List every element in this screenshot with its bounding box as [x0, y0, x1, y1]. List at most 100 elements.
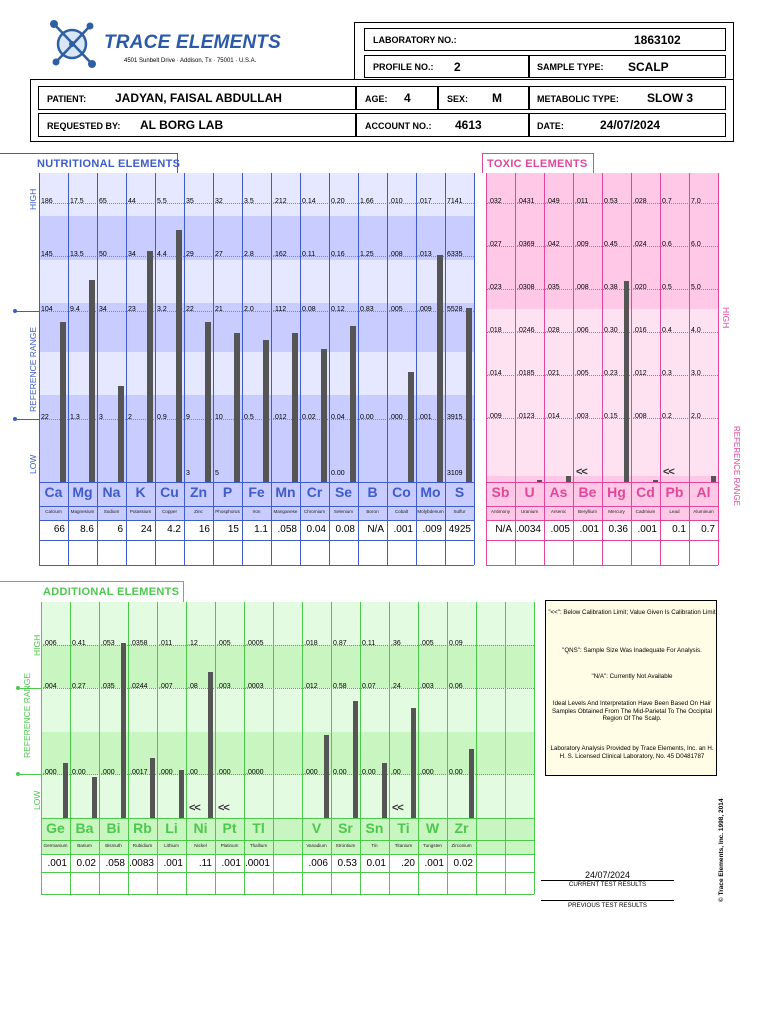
- tick-label: 44: [128, 197, 136, 205]
- tick-label: 0.58: [333, 682, 347, 690]
- element-name: Sulfur: [453, 509, 466, 514]
- tick-label: .0246: [517, 326, 535, 334]
- tick-label: .014: [488, 369, 502, 377]
- tick-label: 0.11: [362, 639, 376, 647]
- tick-label: 0.53: [604, 197, 618, 205]
- age-value: 4: [404, 91, 411, 105]
- element-result: .009: [422, 524, 442, 535]
- tick-label: 10: [215, 413, 223, 421]
- profile-cell: [364, 55, 529, 78]
- element-symbol: Sn: [365, 820, 384, 836]
- element-symbol: Mo: [420, 484, 441, 500]
- tick-gridline: [39, 202, 474, 204]
- element-result: 15: [227, 524, 239, 535]
- current-results-label: CURRENT TEST RESULTS: [568, 881, 647, 888]
- tick-label: 0.00: [362, 768, 376, 776]
- element-result: N/A: [495, 524, 512, 535]
- element-name: Tin: [371, 843, 378, 848]
- element-result: 0.7: [701, 524, 715, 535]
- chart-band: [41, 602, 534, 646]
- tick-label: 4.4: [157, 251, 167, 259]
- element-name: Lithium: [164, 843, 179, 848]
- table-rule: [39, 482, 474, 483]
- element-result: .058: [277, 524, 297, 535]
- element-result: .11: [198, 858, 212, 869]
- tick-label: 22: [186, 305, 194, 313]
- tick-label: 0.9: [157, 413, 167, 421]
- element-symbol: Sr: [338, 820, 353, 836]
- element-result: 24: [140, 524, 152, 535]
- element-bar: [63, 762, 68, 818]
- element-symbol: Pb: [665, 484, 684, 500]
- column-divider: [68, 173, 69, 565]
- element-name: Sodium: [103, 509, 120, 514]
- element-result: .001: [393, 524, 413, 535]
- column-divider: [300, 173, 301, 565]
- tick-label: .016: [633, 326, 647, 334]
- tick-label: .000: [389, 413, 403, 421]
- profile-value: 2: [454, 60, 461, 74]
- element-name: Phosphorus: [215, 509, 240, 514]
- tick-label: 5.5: [157, 197, 167, 205]
- element-symbol: Ge: [46, 820, 65, 836]
- column-divider: [360, 602, 361, 894]
- tick-label: 34: [99, 305, 107, 313]
- element-name: Platinum: [220, 843, 239, 848]
- account-label: ACCOUNT NO.:: [365, 121, 432, 131]
- element-result: 16: [198, 524, 210, 535]
- tick-label: 0.38: [604, 283, 618, 291]
- element-symbol: As: [549, 484, 568, 500]
- sex-cell: [438, 86, 529, 110]
- lab-no-value: 1863102: [634, 33, 681, 47]
- date-cell: [529, 113, 726, 137]
- reference-marker-dot: [16, 685, 20, 690]
- element-result: 0.02: [76, 858, 96, 869]
- column-divider: [273, 602, 274, 894]
- chart-background: [39, 173, 474, 482]
- tick-label: 65: [99, 197, 107, 205]
- element-result: 8.6: [80, 524, 94, 535]
- tick-label: .012: [273, 413, 287, 421]
- element-bar: [469, 749, 474, 818]
- tick-label: .003: [217, 682, 231, 690]
- column-divider: [418, 602, 419, 894]
- tick-label: .009: [575, 240, 589, 248]
- column-divider: [213, 173, 214, 565]
- tick-label: .0017: [130, 768, 148, 776]
- tick-label: .012: [304, 682, 318, 690]
- column-divider: [660, 173, 661, 565]
- element-name: Cadmium: [635, 509, 656, 514]
- element-bar: [121, 642, 126, 818]
- tick-label: .053: [101, 639, 115, 647]
- requested-cell: [38, 113, 356, 137]
- tick-label: 3: [99, 413, 103, 421]
- tick-label: 5528: [447, 305, 463, 313]
- patient-cell: [38, 86, 356, 110]
- tick-gridline: [39, 418, 474, 420]
- element-result: .001: [579, 524, 599, 535]
- element-bar: [118, 385, 124, 482]
- metabolic-cell: [529, 86, 726, 110]
- tick-label: 0.5: [244, 413, 254, 421]
- column-divider: [573, 173, 574, 565]
- column-divider: [244, 602, 245, 894]
- element-symbol: Cr: [306, 484, 323, 500]
- tick-label: 0.45: [604, 240, 618, 248]
- element-name: Antimony: [490, 509, 511, 514]
- tick-label: 34: [128, 251, 136, 259]
- tick-label: .027: [488, 240, 502, 248]
- element-symbol: V: [311, 820, 322, 836]
- metabolic-label: METABOLIC TYPE:: [537, 94, 619, 104]
- element-result: .058: [105, 858, 125, 869]
- tick-label: 32: [215, 197, 223, 205]
- element-name: Bismuth: [105, 843, 122, 848]
- reference-marker-dot: [13, 416, 17, 421]
- element-name: Magnesium: [70, 509, 95, 514]
- legend-below-calibration: "<<": Below Calibration Limit; Value Giv…: [548, 609, 716, 616]
- tick-label: .024: [633, 240, 647, 248]
- column-divider: [329, 173, 330, 565]
- tick-label: 7.0: [691, 197, 701, 205]
- element-bar: [150, 757, 155, 818]
- element-result: 0.01: [366, 858, 386, 869]
- element-result: .001: [47, 858, 67, 869]
